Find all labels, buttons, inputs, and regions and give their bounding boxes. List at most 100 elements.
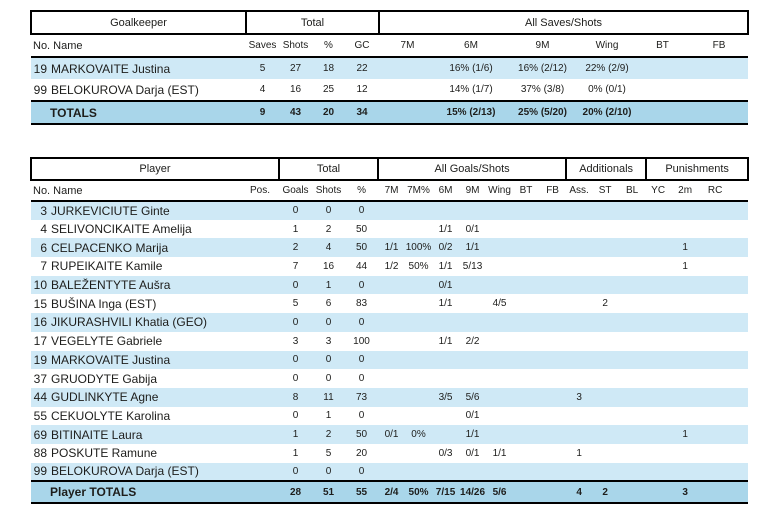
cell-m7p — [405, 294, 432, 313]
jersey-number: 99 — [33, 82, 47, 97]
cell-bt — [513, 444, 539, 463]
cell-fb — [539, 369, 566, 388]
cell-pct: 100 — [353, 335, 370, 347]
player-name: CEKUOLYTE Karolina — [51, 408, 171, 423]
player-name: BITINAITE Laura — [51, 427, 143, 442]
column-header-ass: Ass. — [566, 180, 593, 202]
cell-m2 — [670, 444, 700, 463]
cell-st — [592, 313, 618, 332]
cell-bt — [635, 57, 690, 79]
cell-pct: 50 — [355, 242, 368, 254]
player-row: 3 JURKEVICIUTE Ginte 0 0 0 — [31, 201, 749, 220]
cell-m7 — [378, 388, 405, 407]
column-header-m7: 7M — [379, 34, 436, 58]
cell-fb — [539, 257, 566, 276]
cell-rc — [700, 220, 748, 239]
cell-ass — [566, 201, 592, 220]
cell-yc — [646, 313, 670, 332]
cell-rc — [700, 257, 748, 276]
jersey-number: 3 — [40, 203, 47, 218]
cell-st — [592, 257, 618, 276]
totals-bt — [635, 101, 690, 124]
cell-m7 — [379, 57, 436, 79]
cell-goals: 0 — [292, 410, 299, 422]
column-header-rc: RC — [700, 180, 749, 202]
cell-wing — [486, 276, 513, 295]
cell-m9 — [459, 351, 486, 370]
cell-fb — [539, 332, 566, 351]
cell-m9 — [459, 313, 486, 332]
cell-fb — [539, 276, 566, 295]
cell-wing — [486, 220, 513, 239]
cell-pct: 0 — [358, 279, 365, 291]
cell-pct: 0 — [358, 410, 365, 422]
cell-pct: 44 — [355, 260, 368, 272]
cell-wing: 0% (0/1) — [588, 84, 626, 95]
cell-yc — [646, 294, 670, 313]
player-name: RUPEIKAITE Kamile — [51, 259, 163, 274]
cell-shots: 0 — [325, 465, 332, 477]
cell-rc — [700, 313, 748, 332]
cell-goals: 3 — [292, 335, 299, 347]
group-header-total: Total — [245, 10, 380, 35]
column-header-m7: 7M — [378, 180, 406, 202]
cell-rc — [700, 407, 748, 426]
cell-m7p — [405, 369, 432, 388]
cell-m7 — [378, 444, 405, 463]
totals-bl — [618, 481, 646, 503]
cell-fb — [539, 238, 566, 257]
player-name: BELOKUROVA Darja (EST) — [51, 464, 199, 479]
totals-m6: 7/15 — [435, 486, 456, 498]
group-header-additionals: Additionals — [565, 157, 648, 181]
player-number-name-cell: 99 BELOKUROVA Darja (EST) — [31, 463, 241, 482]
cell-m9: 1/1 — [465, 429, 480, 441]
cell-saves: 5 — [259, 63, 266, 74]
player-number-name-cell: 69 BITINAITE Laura — [31, 425, 241, 444]
player-number-name-cell: 99 BELOKUROVA Darja (EST) — [31, 79, 246, 101]
jersey-number: 17 — [33, 334, 47, 349]
totals-ass: 4 — [576, 486, 582, 498]
cell-ass — [566, 257, 592, 276]
cell-st — [592, 332, 618, 351]
cell-bt — [513, 238, 539, 257]
cell-pos — [241, 294, 279, 313]
cell-m7 — [379, 79, 436, 101]
cell-m7 — [378, 463, 405, 482]
cell-shots: 2 — [325, 429, 332, 441]
cell-ass — [566, 238, 592, 257]
cell-rc — [700, 351, 748, 370]
cell-pos — [241, 425, 279, 444]
cell-m7 — [378, 351, 405, 370]
cell-m2 — [670, 313, 700, 332]
cell-pct: 83 — [355, 298, 368, 310]
goalkeeper-row: 19 MARKOVAITE Justina 5 27 18 22 16% (1/6) 16% … — [31, 57, 749, 79]
goalkeeper-totals-row: TOTALS 9 43 20 34 15% (2/13) 25% (5/20) 20% (2/… — [31, 101, 749, 124]
cell-wing — [486, 425, 513, 444]
cell-pct: 0 — [358, 316, 365, 328]
cell-m6 — [432, 463, 459, 482]
cell-goals: 0 — [292, 465, 299, 477]
cell-pct: 73 — [355, 391, 368, 403]
cell-rc — [700, 201, 748, 220]
cell-goals: 0 — [292, 279, 299, 291]
cell-m6: 1/1 — [438, 335, 453, 347]
cell-pct: 0 — [358, 465, 365, 477]
cell-rc — [700, 238, 748, 257]
cell-m7p: 100% — [405, 242, 432, 254]
totals-m9: 25% (5/20) — [518, 107, 567, 118]
cell-saves: 4 — [259, 84, 266, 95]
cell-m7 — [378, 407, 405, 426]
cell-goals: 7 — [292, 260, 299, 272]
column-header-bt: BT — [635, 34, 690, 58]
cell-m6 — [432, 313, 459, 332]
player-name: CELPACENKO Marija — [51, 240, 169, 255]
player-number-name-cell: 19 MARKOVAITE Justina — [31, 351, 241, 370]
column-header-m9: 9M — [506, 34, 579, 58]
cell-yc — [646, 351, 670, 370]
cell-m6 — [432, 201, 459, 220]
cell-yc — [646, 332, 670, 351]
cell-bl — [618, 257, 646, 276]
cell-ass — [566, 351, 592, 370]
totals-label: TOTALS — [50, 105, 97, 120]
column-header-m9: 9M — [459, 180, 487, 202]
